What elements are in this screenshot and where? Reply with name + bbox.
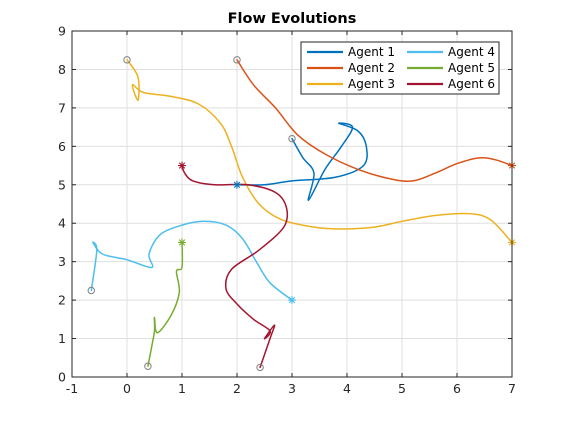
series-lines: [90, 59, 513, 369]
agent-1-end-marker: [233, 180, 241, 189]
x-tick-label: 5: [398, 381, 406, 396]
y-tick-label: 9: [58, 24, 66, 39]
x-tick-label: 6: [453, 381, 461, 396]
agent-3-start-marker: [123, 56, 131, 64]
y-tick-label: 5: [58, 177, 66, 192]
agent-1-start-marker: [288, 134, 296, 143]
legend-label-agent-6: Agent 6: [448, 77, 495, 91]
y-tick-label: 3: [58, 254, 66, 269]
agent-1-line: [236, 122, 368, 201]
legend-label-agent-3: Agent 3: [348, 77, 395, 91]
y-tick-label: 0: [58, 370, 66, 385]
legend-label-agent-5: Agent 5: [448, 61, 495, 75]
y-tick-label: 6: [58, 139, 66, 154]
x-tick-label: 1: [178, 381, 186, 396]
chart-title: Flow Evolutions: [228, 11, 357, 27]
agent-3-line: [126, 59, 513, 244]
legend-label-agent-4: Agent 4: [448, 45, 495, 59]
legend: Agent 1 Agent 2 Agent 3 Agent 4 Agent 5 Agent…: [300, 41, 500, 95]
x-tick-label: 4: [343, 381, 351, 396]
asterisk-stroke: [233, 181, 241, 188]
y-tick-label: 7: [58, 100, 66, 115]
asterisk-stroke: [178, 162, 186, 169]
legend-label-agent-2: Agent 2: [348, 61, 395, 75]
x-tick-label: 3: [288, 381, 296, 396]
agent-4-start-marker: [87, 286, 95, 295]
agent-5-end-marker: [178, 238, 186, 247]
x-tick-label: -1: [66, 381, 78, 396]
agent-6-start-marker: [256, 363, 264, 372]
asterisk-stroke: [288, 296, 296, 304]
agent-6-end-marker: [178, 161, 186, 170]
agent-2-start-marker: [233, 56, 241, 64]
y-tick-label: 1: [58, 331, 66, 346]
agent-2-line: [236, 59, 513, 183]
agent-5-start-marker: [144, 362, 152, 370]
agent-5-line: [147, 241, 184, 367]
legend-label-agent-1: Agent 1: [348, 45, 395, 59]
y-tick-label: 2: [58, 293, 66, 308]
y-tick-label: 8: [58, 62, 66, 77]
agent-6-line: [181, 164, 289, 369]
x-tick-label: 7: [508, 381, 516, 396]
asterisk-stroke: [178, 239, 186, 246]
y-tick-label: 4: [58, 216, 66, 231]
agent-4-end-marker: [288, 296, 296, 305]
x-tick-label: 2: [233, 381, 241, 396]
x-tick-label: 0: [123, 381, 131, 396]
